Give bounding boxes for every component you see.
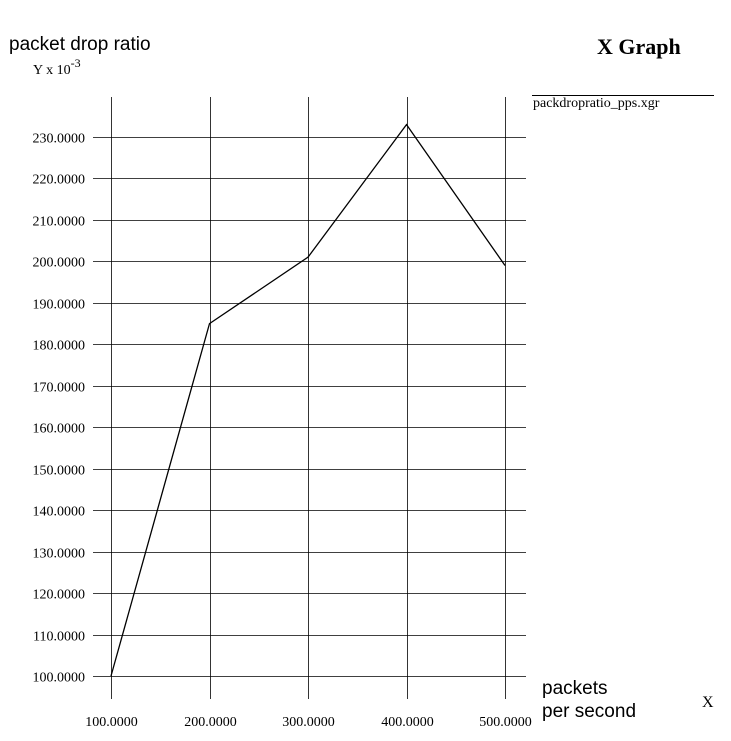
- x-tick-label: 100.0000: [85, 715, 138, 730]
- y-tick-label: 110.0000: [33, 630, 85, 645]
- y-tick-label: 120.0000: [33, 588, 86, 603]
- y-tick-label: 170.0000: [33, 381, 86, 396]
- y-tick-label: 200.0000: [33, 256, 86, 271]
- x-tick-label: 500.0000: [479, 715, 532, 730]
- y-tick-label: 100.0000: [33, 671, 86, 686]
- y-tick-label: 220.0000: [33, 173, 86, 188]
- x-tick-label: 200.0000: [184, 715, 237, 730]
- y-tick-label: 210.0000: [33, 215, 86, 230]
- y-tick-label: 160.0000: [33, 422, 86, 437]
- y-tick-label: 130.0000: [33, 547, 86, 562]
- legend-entry: packdropratio_pps.xgr: [533, 96, 660, 111]
- series-line: [110, 123, 506, 677]
- legend-separator: [532, 95, 714, 96]
- y-tick-label: 190.0000: [33, 298, 86, 313]
- y-tick-label: 150.0000: [33, 464, 86, 479]
- y-tick-label: 180.0000: [33, 339, 86, 354]
- chart-title: X Graph: [597, 34, 681, 59]
- x-tick-label: 400.0000: [381, 715, 434, 730]
- y-axis-label: packet drop ratio: [9, 34, 151, 55]
- y-axis-scale-factor: Y x 10-3: [33, 57, 81, 79]
- y-tick-label: 140.0000: [33, 505, 86, 520]
- y-tick-label: 230.0000: [33, 132, 86, 147]
- x-axis-label-line-2: per second: [542, 701, 637, 722]
- y-scale-prefix: Y x 10: [33, 63, 71, 78]
- x-tick-label: 300.0000: [282, 715, 335, 730]
- x-axis-label: packets per second: [542, 677, 682, 723]
- x-axis-symbol: X: [702, 694, 714, 711]
- x-axis-label-line-1: packets: [542, 678, 608, 699]
- y-scale-exponent: -3: [70, 56, 81, 71]
